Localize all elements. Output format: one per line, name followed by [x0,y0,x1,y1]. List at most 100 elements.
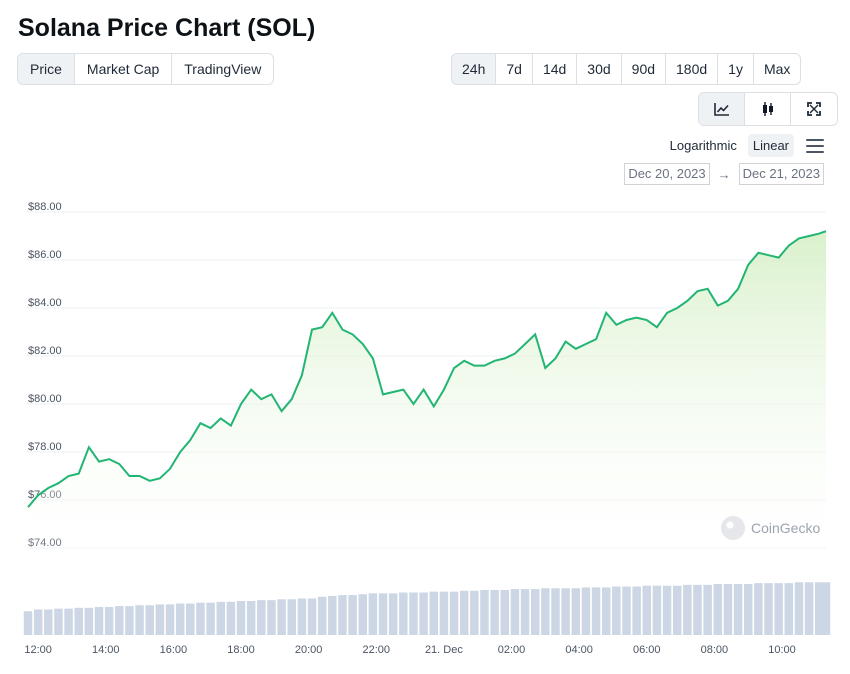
range-1y[interactable]: 1y [718,54,754,84]
range-14d[interactable]: 14d [533,54,578,84]
volume-bar [44,609,53,635]
volume-bar [84,607,94,635]
date-range: Dec 20, 2023 → Dec 21, 2023 [624,163,824,185]
volume-bar [388,593,398,635]
date-to-input[interactable]: Dec 21, 2023 [738,163,824,185]
volume-bar [530,589,540,635]
volume-bar [581,587,591,635]
price-line [27,230,827,508]
volume-bar [764,583,773,635]
volume-bars [23,582,831,635]
y-tick-label: $80.00 [28,393,62,405]
volume-bar [338,595,347,635]
date-from-input[interactable]: Dec 20, 2023 [624,163,710,185]
volume-bar [459,590,469,635]
coingecko-watermark: CoinGecko [721,516,820,540]
volume-bar [784,583,794,635]
volume-bar [470,590,479,635]
volume-bar [814,582,824,635]
volume-bar [520,589,530,635]
x-tick-label: 16:00 [160,644,188,656]
y-tick-label: $82.00 [28,345,62,357]
volume-bar [672,585,682,635]
line-chart-icon [713,103,729,116]
range-tabs: 24h 7d 14d 30d 90d 180d 1y Max [451,53,802,85]
volume-bar [419,592,428,635]
volume-bar [510,589,520,635]
tab-market-cap[interactable]: Market Cap [75,54,173,84]
x-tick-label: 20:00 [295,644,323,656]
x-tick-label: 21. Dec [425,644,463,656]
volume-bar [571,588,581,635]
volume-bar [774,583,783,635]
volume-bar [500,589,510,635]
volume-bar [277,599,286,635]
volume-bar [612,586,621,635]
volume-bar [683,584,692,635]
x-tick-label: 22:00 [363,644,391,656]
volume-bar [439,591,449,635]
volume-bar [175,603,185,635]
page-title: Solana Price Chart (SOL) [18,14,316,42]
volume-bar [794,582,804,635]
volume-bar [297,598,307,635]
y-tick-label: $86.00 [28,249,62,261]
range-30d[interactable]: 30d [577,54,622,84]
x-tick-label: 08:00 [701,644,729,656]
range-24h[interactable]: 24h [452,54,497,84]
volume-bar [186,603,195,635]
y-tick-label: $88.00 [28,201,62,213]
volume-bar [206,602,215,635]
volume-bar [145,605,154,635]
volume-bar [541,588,550,635]
volume-bar [33,609,43,635]
scale-linear[interactable]: Linear [747,134,794,157]
volume-bar [693,584,702,635]
volume-bar [378,593,388,635]
volume-bar [155,604,165,635]
range-max[interactable]: Max [763,61,791,77]
range-180d[interactable]: 180d [666,54,719,84]
x-tick-label: 18:00 [227,644,255,656]
line-chart-button[interactable] [699,93,745,125]
volume-bar [246,601,256,635]
scale-selector: Logarithmic Linear [665,134,824,157]
x-tick-label: 02:00 [498,644,526,656]
volume-bar [64,608,73,635]
range-7d[interactable]: 7d [496,54,533,84]
volume-bar [429,591,439,635]
fullscreen-button[interactable] [791,93,837,125]
volume-bar [449,591,459,635]
scale-logarithmic[interactable]: Logarithmic [669,138,737,153]
volume-bar [257,600,266,635]
volume-bar [267,600,276,635]
gecko-eye-icon [726,521,734,529]
volume-bar [713,584,723,635]
volume-bar [632,586,641,635]
volume-bar [368,593,378,635]
volume-bar [23,611,33,635]
gecko-logo-icon [721,516,745,540]
x-tick-label: 04:00 [565,644,593,656]
candlestick-icon [762,102,773,116]
tab-tradingview[interactable]: TradingView [184,61,262,77]
range-90d[interactable]: 90d [622,54,667,84]
x-axis: 12:00 14:00 16:00 18:00 20:00 22:00 21. Dec 02:… [24,644,795,656]
volume-bar [723,584,733,635]
volume-bar [287,599,296,635]
fullscreen-icon [807,102,821,116]
volume-bar [551,588,560,635]
tab-price[interactable]: Price [18,54,75,84]
candlestick-button[interactable] [745,93,791,125]
volume-bar [601,587,611,635]
volume-bar [328,595,337,635]
volume-bar [662,585,672,635]
volume-bar [409,592,418,635]
volume-bar [236,601,246,635]
volume-bar [622,586,631,635]
hamburger-menu-icon[interactable] [806,138,824,153]
x-tick-label: 10:00 [768,644,796,656]
volume-bar [743,584,753,635]
volume-bar [317,596,327,635]
y-tick-label: $78.00 [28,441,62,453]
